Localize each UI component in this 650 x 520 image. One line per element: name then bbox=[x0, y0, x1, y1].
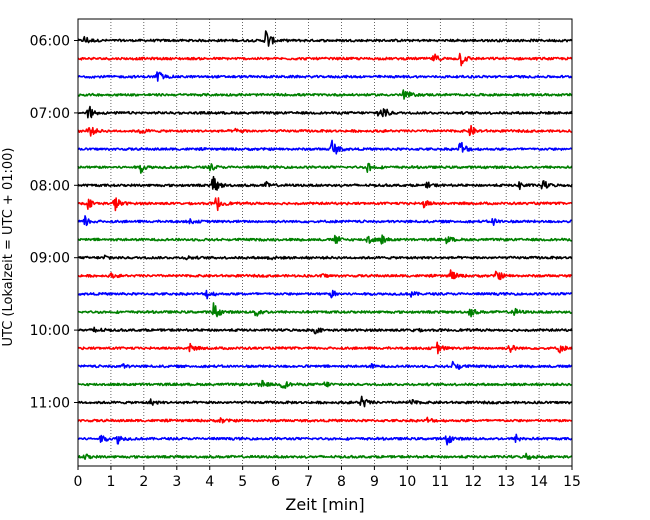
x-tick-label: 0 bbox=[74, 474, 83, 490]
trace-0945 bbox=[77, 302, 573, 318]
plot-frame bbox=[77, 18, 573, 467]
y-tick-label: 09:00 bbox=[30, 251, 70, 267]
x-tick-label: 5 bbox=[238, 474, 247, 490]
trace-0830 bbox=[77, 215, 573, 227]
x-tick-label: 10 bbox=[398, 474, 416, 490]
trace-1000 bbox=[77, 326, 573, 335]
trace-1030 bbox=[77, 360, 573, 370]
trace-1115 bbox=[77, 416, 573, 424]
trace-0615 bbox=[77, 52, 573, 67]
trace-0645 bbox=[77, 89, 573, 100]
trace-1045 bbox=[77, 379, 573, 389]
trace-0800 bbox=[77, 175, 573, 191]
y-tick-label: 08:00 bbox=[30, 178, 70, 194]
trace-0930 bbox=[77, 289, 573, 300]
y-tick-label: 06:00 bbox=[30, 34, 70, 50]
y-tick-label: 07:00 bbox=[30, 106, 70, 122]
y-axis-label: UTC (Lokalzeit = UTC + 01:00) bbox=[1, 148, 16, 347]
x-tick-label: 9 bbox=[370, 474, 379, 490]
x-tick-label: 6 bbox=[271, 474, 280, 490]
x-tick-label: 8 bbox=[337, 474, 346, 490]
x-tick-label: 4 bbox=[205, 474, 214, 490]
x-tick-label: 15 bbox=[563, 474, 581, 490]
x-tick-label: 13 bbox=[497, 474, 515, 490]
trace-1145 bbox=[77, 452, 573, 461]
trace-1015 bbox=[77, 341, 573, 355]
x-axis-label: Zeit [min] bbox=[285, 495, 364, 514]
y-tick-label: 11:00 bbox=[30, 396, 70, 412]
x-tick-label: 1 bbox=[106, 474, 115, 490]
trace-1100 bbox=[77, 395, 573, 408]
trace-0815 bbox=[77, 197, 573, 212]
plot-area bbox=[77, 18, 573, 467]
trace-0600 bbox=[77, 30, 573, 47]
trace-0715 bbox=[77, 124, 573, 137]
trace-0700 bbox=[77, 105, 573, 119]
trace-0745 bbox=[77, 162, 573, 174]
x-tick-label: 11 bbox=[431, 474, 449, 490]
trace-0845 bbox=[77, 234, 573, 245]
x-tick-label: 3 bbox=[172, 474, 181, 490]
trace-1130 bbox=[77, 433, 573, 446]
trace-0730 bbox=[77, 139, 573, 155]
x-tick-label: 12 bbox=[464, 474, 482, 490]
y-tick-label: 10:00 bbox=[30, 323, 70, 339]
trace-0630 bbox=[77, 71, 573, 82]
trace-0900 bbox=[77, 254, 573, 261]
x-tick-label: 14 bbox=[530, 474, 548, 490]
y-axis: 06:00 07:00 08:00 09:00 10:00 11:00 bbox=[30, 34, 78, 412]
trace-0915 bbox=[77, 269, 573, 281]
x-axis: 0 1 2 3 4 5 6 7 8 9 10 11 12 13 14 15 bbox=[74, 466, 581, 490]
x-tick-label: 2 bbox=[139, 474, 148, 490]
x-tick-label: 7 bbox=[304, 474, 313, 490]
